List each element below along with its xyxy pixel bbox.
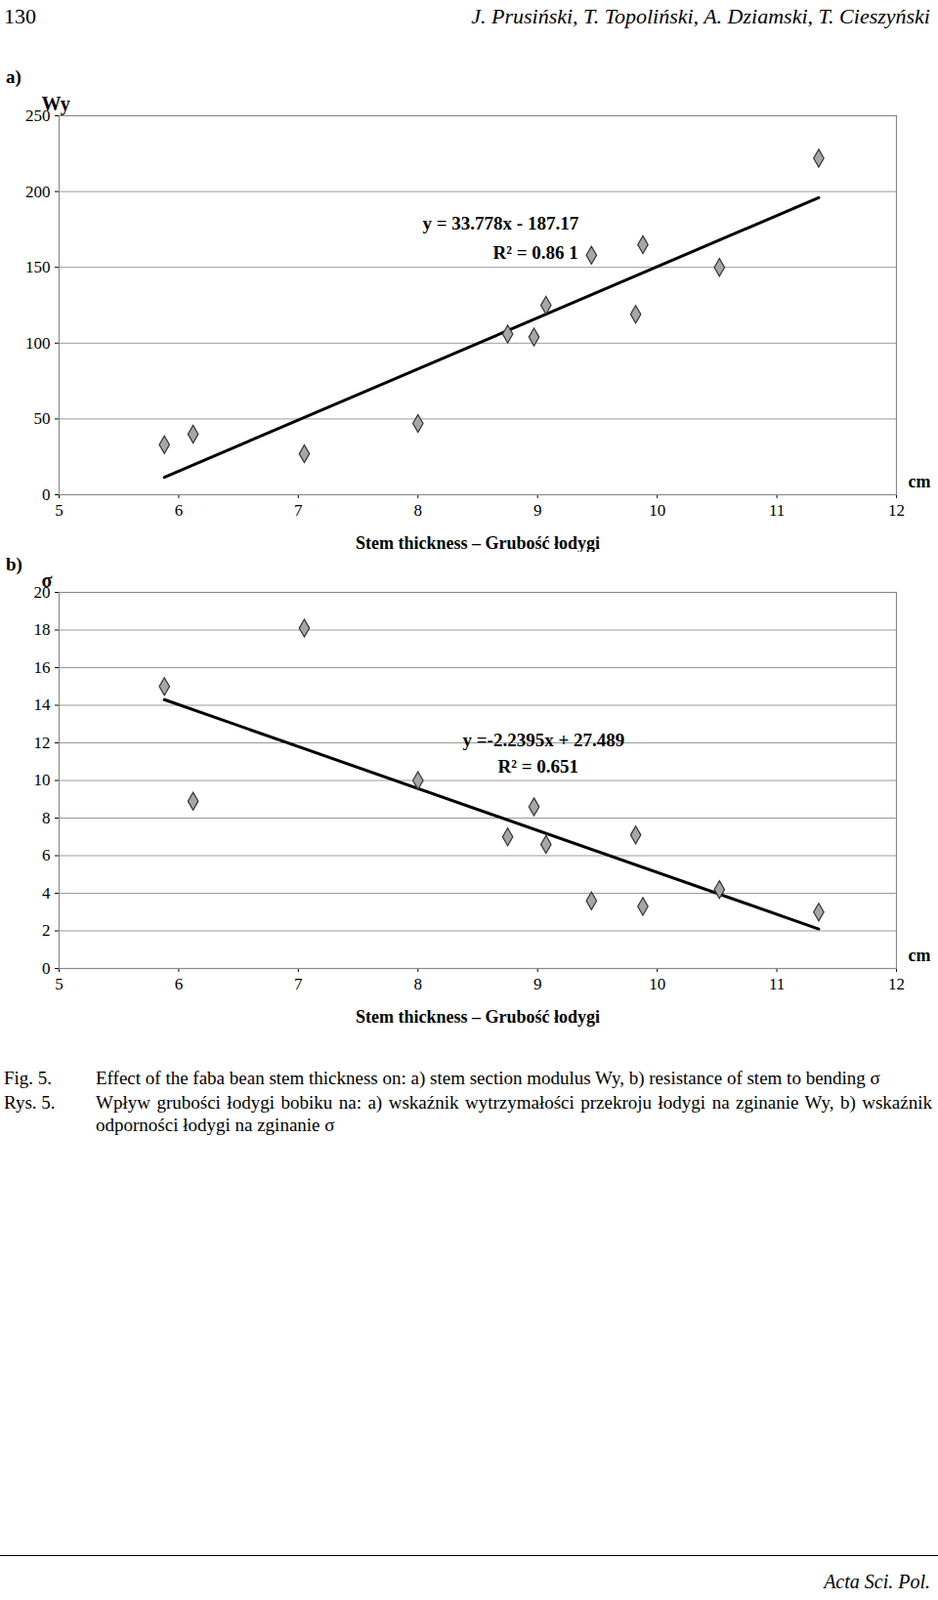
svg-text:cm: cm — [908, 471, 932, 492]
svg-text:8: 8 — [414, 975, 424, 994]
svg-text:2: 2 — [42, 921, 51, 940]
svg-text:9: 9 — [533, 501, 543, 520]
svg-text:12: 12 — [888, 975, 905, 994]
svg-text:12: 12 — [888, 501, 905, 520]
html-text:Effect of the faba bean stem t: Effect of the faba bean stem thickness o… — [95, 1067, 881, 1089]
svg-text:Stem thickness – Grubość łodyg: Stem thickness – Grubość łodygi — [355, 533, 600, 554]
html-text:J. Prusiński, T. Topoliński, A: J. Prusiński, T. Topoliński, A. Dziamski… — [471, 3, 931, 29]
svg-text:14: 14 — [34, 695, 52, 715]
svg-text:0: 0 — [42, 485, 51, 505]
svg-text:Stem thickness – Grubość łodyg: Stem thickness – Grubość łodygi — [355, 1007, 600, 1027]
html-text:Acta Sci. Pol.: Acta Sci. Pol. — [823, 1571, 931, 1593]
svg-text:y = 33.778x - 187.17: y = 33.778x - 187.17 — [423, 213, 580, 234]
svg-text:11: 11 — [768, 975, 785, 994]
svg-text:Wy: Wy — [42, 92, 71, 116]
html-text:Fig. 5.: Fig. 5. — [3, 1067, 52, 1089]
svg-text:y =-2.2395x + 27.489: y =-2.2395x + 27.489 — [463, 729, 626, 751]
svg-text:R² = 0.86 1: R² = 0.86 1 — [493, 242, 579, 263]
svg-text:11: 11 — [768, 501, 785, 520]
svg-text:250: 250 — [25, 106, 51, 125]
svg-text:50: 50 — [34, 409, 51, 428]
html-text:Rys. 5.: Rys. 5. — [3, 1092, 56, 1114]
svg-text:cm: cm — [908, 945, 932, 966]
svg-text:10: 10 — [34, 770, 51, 790]
svg-text:16: 16 — [34, 658, 51, 678]
svg-text:5: 5 — [54, 501, 64, 520]
svg-text:5: 5 — [54, 975, 64, 994]
svg-text:10: 10 — [648, 975, 666, 994]
svg-text:7: 7 — [294, 975, 303, 994]
svg-text:6: 6 — [42, 846, 51, 865]
svg-text:6: 6 — [174, 975, 184, 994]
svg-text:7: 7 — [294, 501, 303, 520]
svg-text:100: 100 — [25, 334, 51, 353]
html-text:Wpływ grubości łodygi bobiku n: Wpływ grubości łodygi bobiku na: a) wska… — [95, 1092, 933, 1136]
svg-text:12: 12 — [34, 733, 51, 753]
svg-text:200: 200 — [25, 182, 51, 202]
svg-text:8: 8 — [414, 501, 424, 520]
svg-text:20: 20 — [33, 583, 51, 602]
svg-text:4: 4 — [42, 884, 51, 903]
svg-text:18: 18 — [34, 620, 51, 640]
html-text:a): a) — [5, 66, 22, 87]
svg-text:150: 150 — [25, 257, 51, 277]
svg-text:R² = 0.651: R² = 0.651 — [498, 756, 580, 777]
html-text:130: 130 — [3, 3, 37, 29]
svg-text:6: 6 — [174, 501, 184, 520]
svg-text:8: 8 — [42, 809, 51, 828]
svg-text:σ: σ — [42, 569, 53, 592]
svg-text:10: 10 — [648, 501, 666, 520]
html-text:b): b) — [5, 554, 23, 575]
svg-text:0: 0 — [42, 959, 51, 979]
svg-text:9: 9 — [533, 975, 543, 994]
